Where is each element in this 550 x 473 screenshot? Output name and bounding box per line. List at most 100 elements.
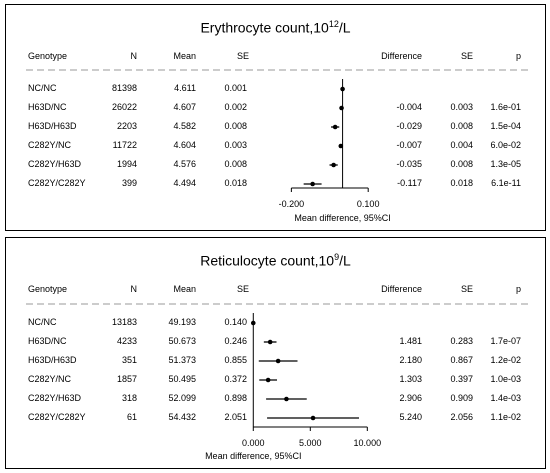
row-se2: 0.003 xyxy=(450,102,473,112)
row-se: 0.002 xyxy=(224,102,247,112)
row-se: 0.140 xyxy=(224,317,247,327)
row-genotype: NC/NC xyxy=(28,83,57,93)
x-axis-label: Mean difference, 95%CI xyxy=(205,451,302,461)
point-estimate xyxy=(284,396,289,402)
row-difference: 2.180 xyxy=(399,355,422,365)
row-mean: 4.604 xyxy=(173,140,196,150)
row-se: 0.018 xyxy=(224,178,247,188)
row-n: 4233 xyxy=(116,336,137,346)
row-mean: 50.673 xyxy=(168,336,196,346)
row-se2: 0.008 xyxy=(450,121,473,131)
chart-title: Reticulocyte count,109/L xyxy=(6,252,545,269)
row-p: 1.5e-04 xyxy=(490,121,521,131)
row-mean: 51.373 xyxy=(168,355,196,365)
row-n: 81398 xyxy=(111,83,137,93)
point-estimate xyxy=(310,415,316,421)
header-mean: Mean xyxy=(173,284,196,294)
row-genotype: H63D/NC xyxy=(28,336,67,346)
x-tick-label: -0.200 xyxy=(278,199,305,209)
row-p: 1.2e-02 xyxy=(490,355,521,365)
row-genotype: C282Y/H63D xyxy=(28,159,82,169)
row-p: 6.0e-02 xyxy=(490,140,521,150)
row-n: 399 xyxy=(121,178,137,188)
row-n: 1994 xyxy=(116,159,137,169)
header-p: p xyxy=(515,284,521,294)
row-n: 26022 xyxy=(111,102,137,112)
header-mean: Mean xyxy=(173,51,196,61)
point-estimate xyxy=(275,358,281,364)
row-difference: 1.481 xyxy=(399,336,422,346)
row-se: 0.372 xyxy=(224,374,247,384)
chart-title-unit: /L xyxy=(338,19,351,36)
row-se2: 0.867 xyxy=(450,355,473,365)
chart-title-base: Reticulocyte count,10 xyxy=(200,252,335,269)
row-se2: 0.004 xyxy=(450,140,473,150)
row-p: 1.7e-07 xyxy=(490,336,521,346)
x-tick-label: 5.000 xyxy=(299,438,322,448)
x-tick-label: 0.100 xyxy=(356,199,380,209)
row-se: 0.003 xyxy=(224,140,247,150)
row-n: 61 xyxy=(126,412,137,422)
x-tick-label: 0.000 xyxy=(242,438,265,448)
header-genotype: Genotype xyxy=(28,284,68,294)
header-se: SE xyxy=(237,51,250,61)
row-se: 2.051 xyxy=(224,412,247,422)
header-genotype: Genotype xyxy=(28,51,68,61)
header-se2: SE xyxy=(460,51,473,61)
header-difference: Difference xyxy=(381,51,422,61)
row-n: 351 xyxy=(121,355,137,365)
row-p: 6.1e-11 xyxy=(491,178,521,188)
row-genotype: C282Y/C282Y xyxy=(28,412,86,422)
chart-title: Erythrocyte count,1012/L xyxy=(6,19,545,36)
row-se2: 0.283 xyxy=(450,336,473,346)
point-estimate xyxy=(340,86,345,92)
row-n: 11722 xyxy=(112,140,137,150)
row-n: 2203 xyxy=(116,121,137,131)
row-se2: 0.018 xyxy=(450,178,473,188)
chart-title-base: Erythrocyte count,10 xyxy=(200,19,329,36)
row-se: 0.855 xyxy=(224,355,247,365)
row-mean: 4.582 xyxy=(173,121,196,131)
row-difference: 2.906 xyxy=(399,393,422,403)
row-mean: 50.495 xyxy=(168,374,196,384)
row-mean: 4.607 xyxy=(173,102,196,112)
row-genotype: C282Y/NC xyxy=(28,374,72,384)
row-mean: 49.193 xyxy=(168,317,196,327)
header-se: SE xyxy=(237,284,250,294)
point-estimate xyxy=(339,105,344,111)
row-se2: 0.397 xyxy=(450,374,473,384)
row-difference: 1.303 xyxy=(399,374,422,384)
chart-title-exponent: 12 xyxy=(328,19,339,29)
row-mean: 54.432 xyxy=(168,412,196,422)
x-tick-label: 10.000 xyxy=(353,438,382,448)
header-p: p xyxy=(515,51,521,61)
point-estimate xyxy=(265,377,271,383)
point-estimate xyxy=(310,181,315,187)
row-difference: -0.029 xyxy=(396,121,422,131)
row-genotype: C282Y/C282Y xyxy=(28,178,86,188)
chart-title-unit: /L xyxy=(339,252,351,269)
row-genotype: NC/NC xyxy=(28,317,57,327)
x-axis-label: Mean difference, 95%CI xyxy=(294,213,391,223)
erythrocyte-panel: Erythrocyte count,1012/L Genotype N Mean SE D… xyxy=(5,4,546,231)
row-p: 1.3e-05 xyxy=(490,159,521,169)
row-p: 1.0e-03 xyxy=(490,374,521,384)
row-n: 13183 xyxy=(111,317,137,327)
row-p: 1.1e-02 xyxy=(490,412,521,422)
header-difference: Difference xyxy=(381,284,422,294)
forest-plot-svg xyxy=(26,303,531,431)
row-mean: 4.494 xyxy=(173,178,196,188)
row-p: 1.4e-03 xyxy=(490,393,521,403)
chart-title-exponent: 9 xyxy=(334,252,340,262)
row-difference: 5.240 xyxy=(399,412,422,422)
row-difference: -0.007 xyxy=(396,140,422,150)
row-genotype: H63D/NC xyxy=(28,102,67,112)
row-se: 0.246 xyxy=(224,336,247,346)
point-estimate xyxy=(331,162,336,168)
point-estimate xyxy=(338,143,344,149)
row-n: 1857 xyxy=(116,374,137,384)
point-estimate xyxy=(250,320,256,326)
header-n: N xyxy=(130,284,138,294)
row-genotype: C282Y/NC xyxy=(28,140,72,150)
row-difference: -0.004 xyxy=(396,102,422,112)
